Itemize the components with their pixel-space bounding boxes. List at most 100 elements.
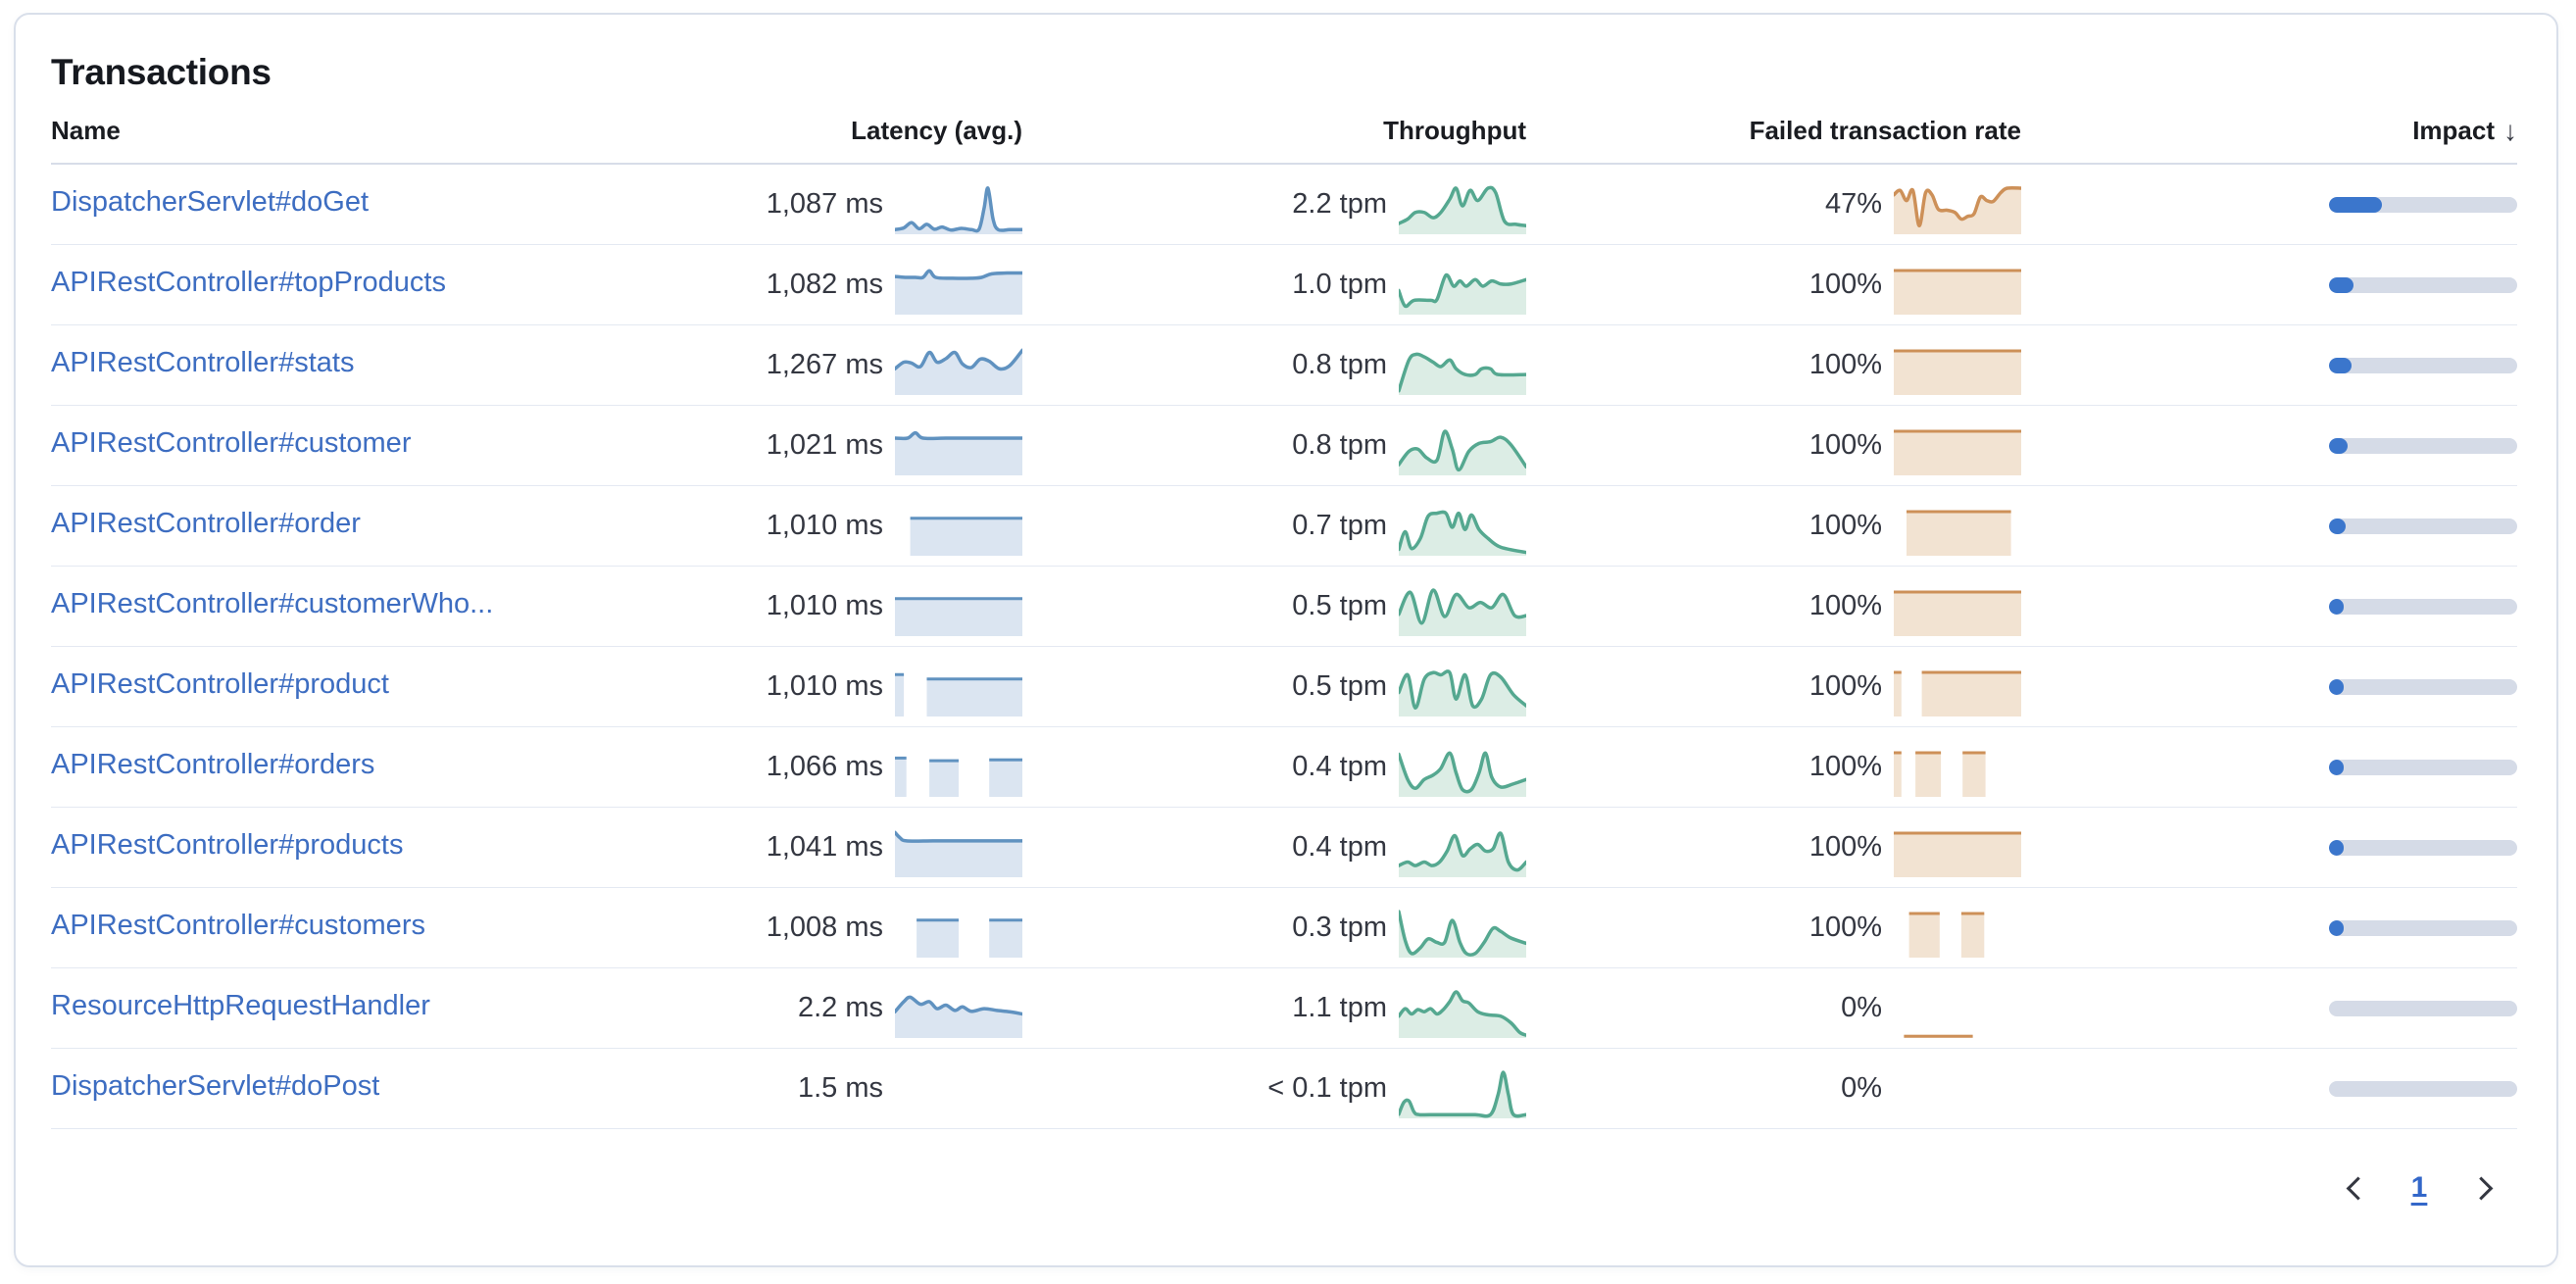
- transaction-name-link[interactable]: APIRestController#product: [51, 668, 389, 701]
- latency-cell: 1,066 ms: [611, 743, 1022, 792]
- latency-value: 1,267 ms: [611, 349, 883, 381]
- transaction-name-link[interactable]: DispatcherServlet#doGet: [51, 186, 369, 219]
- impact-bar: [2329, 519, 2517, 534]
- impact-cell: [2021, 760, 2517, 775]
- previous-page-button[interactable]: [2337, 1164, 2384, 1211]
- impact-bar-fill: [2329, 760, 2344, 775]
- latency-value: 1,010 ms: [611, 510, 883, 542]
- throughput-sparkline: [1399, 828, 1526, 877]
- impact-cell: [2021, 438, 2517, 454]
- name-cell: APIRestController#customers: [51, 910, 611, 947]
- column-header-failed-rate[interactable]: Failed transaction rate: [1526, 116, 2021, 146]
- column-header-name[interactable]: Name: [51, 116, 611, 146]
- transaction-name-link[interactable]: APIRestController#stats: [51, 347, 354, 379]
- latency-cell: 1,267 ms: [611, 341, 1022, 390]
- table-row: APIRestController#stats 1,267 ms 0.8 tpm…: [51, 325, 2517, 406]
- latency-cell: 1,082 ms: [611, 261, 1022, 310]
- throughput-value: 0.5 tpm: [1022, 590, 1387, 622]
- throughput-sparkline: [1399, 346, 1526, 395]
- throughput-cell: 0.5 tpm: [1022, 582, 1526, 631]
- latency-sparkline: [895, 667, 1022, 716]
- impact-bar: [2329, 1081, 2517, 1097]
- table-row: APIRestController#product 1,010 ms 0.5 t…: [51, 647, 2517, 727]
- table-row: APIRestController#products 1,041 ms 0.4 …: [51, 808, 2517, 888]
- failed-rate-sparkline: [1894, 185, 2021, 234]
- table-row: APIRestController#orders 1,066 ms 0.4 tp…: [51, 727, 2517, 808]
- transaction-name-link[interactable]: APIRestController#customerWho...: [51, 588, 493, 620]
- throughput-sparkline: [1399, 909, 1526, 958]
- table-header-row: Name Latency (avg.) Throughput Failed tr…: [51, 115, 2517, 165]
- throughput-sparkline: [1399, 667, 1526, 716]
- impact-bar: [2329, 599, 2517, 615]
- transaction-name-link[interactable]: APIRestController#products: [51, 829, 403, 862]
- impact-bar: [2329, 920, 2517, 936]
- failed-rate-sparkline: [1894, 667, 2021, 716]
- failed-rate-sparkline: [1894, 266, 2021, 315]
- name-cell: APIRestController#customer: [51, 427, 611, 465]
- throughput-value: 0.8 tpm: [1022, 349, 1387, 381]
- table-row: APIRestController#customerWho... 1,010 m…: [51, 567, 2517, 647]
- transaction-name-link[interactable]: APIRestController#customer: [51, 427, 411, 460]
- failed-rate-cell: 0%: [1526, 984, 2021, 1033]
- failed-rate-cell: 100%: [1526, 582, 2021, 631]
- latency-sparkline: [895, 1069, 1022, 1118]
- transaction-name-link[interactable]: APIRestController#topProducts: [51, 267, 446, 299]
- impact-cell: [2021, 1001, 2517, 1016]
- latency-value: 1,008 ms: [611, 912, 883, 944]
- latency-sparkline: [895, 185, 1022, 234]
- impact-cell: [2021, 1081, 2517, 1097]
- throughput-cell: < 0.1 tpm: [1022, 1064, 1526, 1113]
- failed-rate-value: 47%: [1526, 188, 1882, 221]
- failed-rate-value: 100%: [1526, 510, 1882, 542]
- throughput-cell: 0.8 tpm: [1022, 421, 1526, 470]
- column-header-latency[interactable]: Latency (avg.): [611, 116, 1022, 146]
- impact-bar-fill: [2329, 438, 2348, 454]
- throughput-value: 1.1 tpm: [1022, 992, 1387, 1024]
- transactions-panel: Transactions Name Latency (avg.) Through…: [14, 13, 2558, 1267]
- transaction-name-link[interactable]: ResourceHttpRequestHandler: [51, 990, 430, 1022]
- name-cell: DispatcherServlet#doPost: [51, 1070, 611, 1108]
- failed-rate-value: 100%: [1526, 590, 1882, 622]
- name-cell: APIRestController#stats: [51, 347, 611, 384]
- table-body: DispatcherServlet#doGet 1,087 ms 2.2 tpm…: [51, 165, 2517, 1129]
- throughput-sparkline: [1399, 989, 1526, 1038]
- impact-bar-fill: [2329, 197, 2382, 213]
- impact-bar-fill: [2329, 679, 2344, 695]
- failed-rate-cell: 100%: [1526, 663, 2021, 712]
- failed-rate-value: 100%: [1526, 349, 1882, 381]
- latency-sparkline: [895, 909, 1022, 958]
- latency-sparkline: [895, 346, 1022, 395]
- latency-value: 1,010 ms: [611, 670, 883, 703]
- name-cell: APIRestController#orders: [51, 749, 611, 786]
- failed-rate-cell: 100%: [1526, 261, 2021, 310]
- failed-rate-cell: 100%: [1526, 502, 2021, 551]
- impact-bar: [2329, 760, 2517, 775]
- impact-bar-fill: [2329, 358, 2352, 373]
- throughput-value: 0.4 tpm: [1022, 751, 1387, 783]
- column-header-impact[interactable]: Impact ↓: [2021, 115, 2517, 146]
- failed-rate-cell: 100%: [1526, 743, 2021, 792]
- failed-rate-value: 0%: [1526, 1072, 1882, 1105]
- failed-rate-cell: 100%: [1526, 904, 2021, 953]
- latency-value: 1,021 ms: [611, 429, 883, 462]
- transaction-name-link[interactable]: APIRestController#customers: [51, 910, 425, 942]
- table-row: DispatcherServlet#doGet 1,087 ms 2.2 tpm…: [51, 165, 2517, 245]
- transaction-name-link[interactable]: APIRestController#order: [51, 508, 361, 540]
- table-row: APIRestController#customer 1,021 ms 0.8 …: [51, 406, 2517, 486]
- latency-sparkline: [895, 989, 1022, 1038]
- transaction-name-link[interactable]: DispatcherServlet#doPost: [51, 1070, 379, 1103]
- failed-rate-sparkline: [1894, 346, 2021, 395]
- name-cell: APIRestController#order: [51, 508, 611, 545]
- failed-rate-value: 100%: [1526, 269, 1882, 301]
- latency-sparkline: [895, 426, 1022, 475]
- latency-cell: 1,021 ms: [611, 421, 1022, 470]
- page-number-current[interactable]: 1: [2398, 1164, 2441, 1211]
- table-row: APIRestController#order 1,010 ms 0.7 tpm…: [51, 486, 2517, 567]
- impact-bar: [2329, 438, 2517, 454]
- impact-cell: [2021, 358, 2517, 373]
- column-header-throughput[interactable]: Throughput: [1022, 116, 1526, 146]
- latency-value: 1,066 ms: [611, 751, 883, 783]
- failed-rate-sparkline: [1894, 507, 2021, 556]
- next-page-button[interactable]: [2454, 1164, 2502, 1211]
- transaction-name-link[interactable]: APIRestController#orders: [51, 749, 374, 781]
